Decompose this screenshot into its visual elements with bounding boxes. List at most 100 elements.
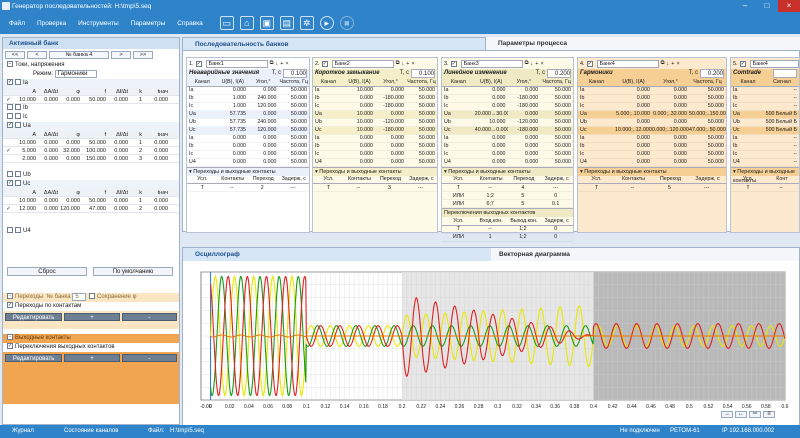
bank-card-5[interactable]: 5. ✓ Банк4 Comtrade Канал Сигнал Ia -- Ib -- Ic -- U… xyxy=(730,57,800,233)
harmonic-row[interactable]: 10.000 0.000 0.000 50.000 0.000 1 0.000 xyxy=(3,197,179,205)
table-row[interactable]: Ia -- xyxy=(731,86,799,95)
table-row[interactable]: Ia 0.000 0.000 50.000 xyxy=(187,134,309,143)
copy-icon[interactable]: ⧉ xyxy=(660,60,665,66)
transitions-remove-button[interactable]: - xyxy=(121,313,177,321)
channel-ub[interactable]: Ub xyxy=(3,171,179,180)
add-icon[interactable]: + xyxy=(406,60,410,67)
table-row[interactable]: Ic 0.000 0.000 50.000 xyxy=(578,102,726,111)
table-row[interactable]: Ic 0.000 -180.000 50.000 xyxy=(313,102,437,111)
switch-outputs-row[interactable]: ✓ Переключения выходных контактов xyxy=(3,343,179,352)
prev-bank-button[interactable]: < xyxy=(27,51,47,59)
last-bank-button[interactable]: >> xyxy=(133,51,153,59)
outputs-remove-button[interactable]: - xyxy=(121,354,177,362)
table-row[interactable]: Ic -- xyxy=(731,150,799,159)
minimize-button[interactable]: – xyxy=(742,1,748,10)
bank-card-1[interactable]: 1. ✓ Банк1 ⧉ ↓ + × Неаварийные значения T, c 0.10… xyxy=(186,57,310,233)
bank-card-2[interactable]: 2. ✓ Банк2 ⧉ ↓ + × Короткое замыкание T, c 0.100 К… xyxy=(312,57,438,233)
first-bank-button[interactable]: << xyxy=(5,51,25,59)
tab-sequence[interactable]: Последовательность банков xyxy=(182,37,486,50)
bank-name-input[interactable]: Банк2 xyxy=(331,59,394,68)
table-row[interactable]: U4 0.000 0.000 50.000 xyxy=(578,158,726,167)
table-row[interactable]: U4 0.000 0.000 50.000 xyxy=(442,158,573,167)
harmonic-row[interactable]: ✓ 5.000 0.000 32.000 100.000 0.000 2 0.000 xyxy=(3,147,179,155)
add-icon[interactable]: + xyxy=(671,60,675,67)
table-row[interactable]: Ub 10.000 -120.000 50.000 xyxy=(442,118,573,127)
table-row[interactable]: Ib 0.000 -180.000 50.000 xyxy=(442,94,573,103)
channel-ic-enable[interactable] xyxy=(15,113,21,120)
table-row[interactable]: T -- 3 --- xyxy=(313,183,437,192)
keep-phase-checkbox[interactable] xyxy=(89,293,96,300)
table-row[interactable]: Ub 10.000 -120.000 50.000 xyxy=(313,118,437,127)
table-row[interactable]: Ic 0.000 0.000 50.000 xyxy=(313,150,437,159)
harmonic-header[interactable]: A ΔA/Δt φ f Δf/Δt k tнач xyxy=(3,131,179,139)
table-row[interactable]: ИЛИ 1;2 5 0 xyxy=(442,191,573,200)
menu-tools[interactable]: Инструменты xyxy=(78,19,119,27)
table-row[interactable]: Ib -- xyxy=(731,94,799,103)
table-row[interactable]: Uc 57.735 120.000 50.000 xyxy=(187,126,309,135)
save-icon[interactable]: ▣ xyxy=(259,16,274,30)
table-row[interactable]: Ub 500 Белый Б xyxy=(731,118,799,127)
channel-uc-checkbox[interactable]: ✓ xyxy=(7,180,13,187)
currents-voltages-group[interactable]: − Токи, напряжения xyxy=(3,61,179,70)
table-row[interactable]: Ic 0.000 0.000 50.000 xyxy=(578,150,726,159)
cell[interactable] xyxy=(3,131,15,138)
list-icon[interactable]: ≡ xyxy=(763,411,775,418)
channel-uc-enable[interactable] xyxy=(15,180,21,187)
bank-card-4[interactable]: 4. ✓ Банк4 ⧉ ↓ + × Гармоники T, c 0.200 Канал U(В),… xyxy=(577,57,727,233)
table-row[interactable]: ИЛИ 1 1;2 0 xyxy=(442,233,573,242)
channel-ua-checkbox[interactable]: ✓ xyxy=(7,122,13,129)
table-row[interactable]: Ua 10.000 0.000 50.000 xyxy=(313,110,437,119)
cell[interactable] xyxy=(3,197,15,204)
channel-ib[interactable]: Ib xyxy=(3,104,179,113)
table-row[interactable]: Ib 0.000 0.000 50.000 xyxy=(313,142,437,151)
outputs-collapse-icon[interactable]: − xyxy=(7,334,13,341)
table-row[interactable]: U4 0.000 0.000 50.000 xyxy=(187,158,309,167)
new-file-icon[interactable]: ▭ xyxy=(219,16,234,30)
copy-icon[interactable]: ⧉ xyxy=(524,60,529,66)
transitions-collapse-icon[interactable]: − xyxy=(7,293,13,300)
channel-u4-checkbox[interactable] xyxy=(7,227,13,234)
mode-select[interactable]: Гармоники xyxy=(54,70,97,78)
channels-state-link[interactable]: Состояние каналов xyxy=(64,428,119,434)
table-row[interactable]: Ib 1.000 240.000 50.000 xyxy=(187,94,309,103)
play-icon[interactable]: ▸ xyxy=(319,16,334,30)
close-button[interactable]: × xyxy=(778,0,800,12)
table-row[interactable]: Ia 10.000 0.000 50.000 xyxy=(313,86,437,95)
transitions-header[interactable]: ▾ Переходы и выходные контакты xyxy=(442,166,573,176)
channel-uc[interactable]: ✓ Uc xyxy=(3,180,179,189)
table-row[interactable]: U4 -- xyxy=(731,158,799,167)
bank-name-input[interactable]: Банк3 xyxy=(460,59,523,68)
table-row[interactable]: Ua 57.735 0.000 50.000 xyxy=(187,110,309,119)
bank-enable-checkbox[interactable]: ✓ xyxy=(321,60,328,67)
menu-help[interactable]: Справка xyxy=(177,19,203,27)
table-row[interactable]: Ub 0.000 0.000 50.000 xyxy=(578,118,726,127)
table-row[interactable]: Ia 0.000 0.000 50.000 xyxy=(442,86,573,95)
by-contacts-row[interactable]: ✓ Переходы по контактам xyxy=(3,302,179,311)
channel-ia-enable[interactable] xyxy=(15,79,21,86)
zoom-in-icon[interactable]: → xyxy=(721,411,733,418)
bank-enable-checkbox[interactable]: ✓ xyxy=(586,60,593,67)
zoom-out-icon[interactable]: ← xyxy=(735,411,747,418)
cell[interactable] xyxy=(3,189,15,196)
menu-check[interactable]: Проверка xyxy=(36,19,67,27)
transitions-add-button[interactable]: + xyxy=(64,313,120,321)
outputs-add-button[interactable]: + xyxy=(64,354,120,362)
tab-process-params[interactable]: Параметры процесса xyxy=(486,37,800,50)
copy-icon[interactable]: ⧉ xyxy=(395,60,400,66)
bank-duration-input[interactable] xyxy=(773,69,797,78)
channel-ub-enable[interactable] xyxy=(15,171,21,178)
oscillogram-chart[interactable]: -0.000 0.02 0.04 0.06 0.08 0.1 0.12 0.14 0.16 0.1… xyxy=(195,270,795,413)
move-down-icon[interactable]: ↓ xyxy=(401,60,405,67)
bank-enable-checkbox[interactable]: ✓ xyxy=(450,60,457,67)
bank-number-select[interactable]: № банка 4 xyxy=(49,51,109,59)
cell[interactable]: ✓ xyxy=(6,148,11,154)
table-row[interactable]: Ic 0.000 -180.000 50.000 xyxy=(442,102,573,111)
harmonic-header[interactable]: A ΔA/Δt φ f Δf/Δt k tнач xyxy=(3,88,179,96)
copy-icon[interactable]: ⧉ xyxy=(269,60,274,66)
outputs-edit-button[interactable]: Редактировать xyxy=(5,354,63,362)
bank-name-input[interactable]: Банк4 xyxy=(596,59,659,68)
table-row[interactable]: Ic 0.000 0.000 50.000 xyxy=(187,150,309,159)
bank-enable-checkbox[interactable]: ✓ xyxy=(195,60,202,67)
harmonic-row[interactable]: 2.000 0.000 0.000 150.000 0.000 3 0.000 xyxy=(3,155,179,163)
